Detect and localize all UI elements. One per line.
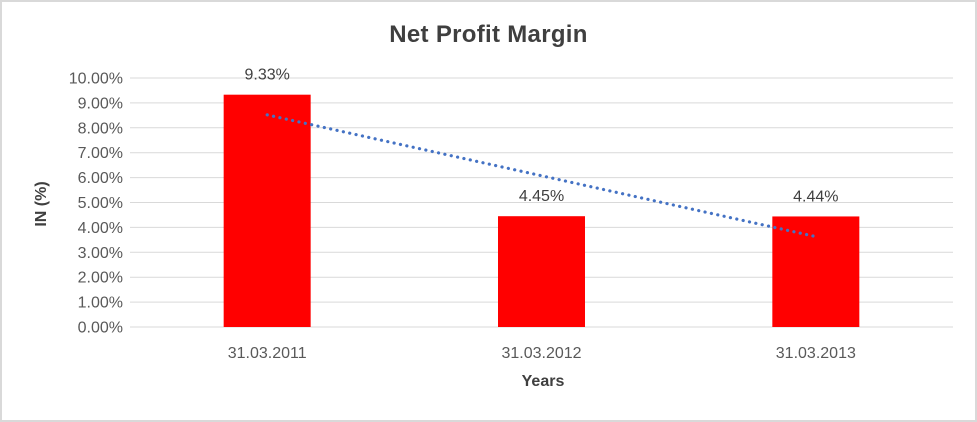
x-tick-label: 31.03.2013 [776, 345, 856, 362]
y-tick-label: 4.00% [78, 220, 123, 237]
bar [223, 94, 311, 327]
chart-title: Net Profit Margin [389, 21, 588, 48]
bar-value-label: 9.33% [244, 67, 289, 84]
x-axis-title: Years [521, 373, 565, 390]
y-tick-label: 0.00% [78, 320, 123, 337]
y-tick-label: 6.00% [78, 170, 123, 187]
y-tick-label: 9.00% [78, 95, 123, 112]
y-tick-label: 3.00% [78, 245, 123, 262]
y-tick-label: 2.00% [78, 270, 123, 287]
y-tick-label: 8.00% [78, 120, 123, 137]
bar [772, 216, 860, 327]
x-tick-label: 31.03.2012 [501, 345, 581, 362]
bar-value-label: 4.45% [519, 188, 564, 205]
x-tick-label: 31.03.2011 [228, 345, 307, 362]
y-tick-label: 10.00% [69, 71, 123, 88]
y-tick-label: 7.00% [78, 145, 123, 162]
trendline [265, 113, 818, 239]
bar-value-label: 4.44% [793, 188, 838, 205]
bar [498, 216, 585, 327]
y-tick-label: 5.00% [78, 195, 123, 212]
y-tick-label: 1.00% [78, 295, 123, 312]
